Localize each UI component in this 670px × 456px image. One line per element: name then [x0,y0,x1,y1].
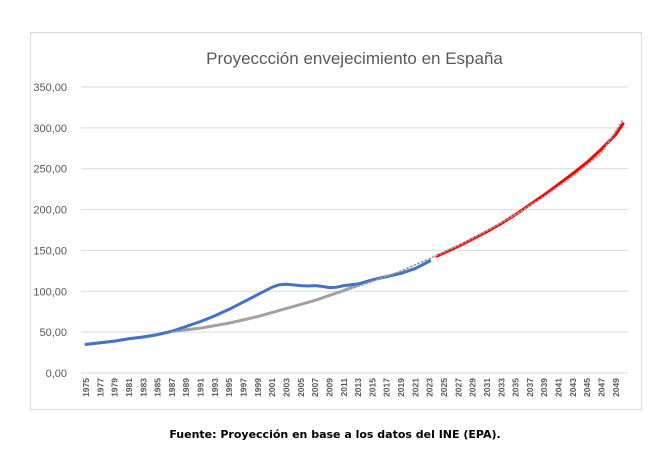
x-tick-label: 2011 [339,378,349,397]
y-tick-label: 200,00 [33,205,67,217]
chart-title: Proyeccción envejecimiento en España [206,49,503,68]
y-tick-label: 50,00 [39,327,67,339]
x-tick-label: 2005 [296,378,306,397]
y-tick-label: 100,00 [33,286,67,298]
x-tick-label: 2003 [281,378,291,397]
x-tick-label: 2049 [611,378,621,397]
x-tick-label: 2027 [453,378,463,397]
x-tick-label: 2039 [539,378,549,397]
x-tick-label: 1985 [153,378,163,397]
x-tick-label: 2001 [267,378,277,397]
x-tick-label: 2015 [367,378,377,397]
x-tick-label: 1975 [81,378,91,397]
series-line [435,122,625,258]
x-tick-label: 2043 [568,378,578,397]
line-chart: Proyeccción envejecimiento en España 0,00… [33,49,628,397]
chart-area: Proyeccción envejecimiento en España 0,00… [30,32,642,410]
y-tick-label: 250,00 [33,164,67,176]
x-tick-label: 1977 [95,378,105,397]
x-tick-label: 2025 [439,378,449,397]
x-tick-label: 2021 [410,378,420,397]
trend-line [171,118,624,333]
x-tick-label: 1993 [210,378,220,397]
x-tick-label: 2013 [353,378,363,397]
x-tick-label: 2031 [482,378,492,397]
x-tick-label: 2045 [582,378,592,397]
x-tick-label: 1989 [181,378,191,397]
source-caption: Fuente: Proyección en base a los datos d… [169,428,501,441]
x-tick-label: 2019 [396,378,406,397]
y-tick-label: 0,00 [46,368,67,380]
x-tick-label: 1979 [110,378,120,397]
x-tick-label: 1997 [239,378,249,397]
x-tick-label: 2033 [496,378,506,397]
x-tick-label: 2023 [425,378,435,397]
x-tick-label: 2035 [511,378,521,397]
x-tick-label: 2017 [382,378,392,397]
x-tick-label: 2041 [554,378,564,397]
x-tick-label: 2029 [468,378,478,397]
x-tick-label: 2047 [597,378,607,397]
x-tick-label: 1991 [196,378,206,397]
x-tick-label: 1981 [124,378,134,397]
x-tick-label: 1987 [167,378,177,397]
series-line [84,259,432,346]
y-tick-label: 150,00 [33,245,67,257]
y-tick-label: 350,00 [33,82,67,94]
x-tick-label: 2009 [324,378,334,397]
x-tick-label: 1983 [138,378,148,397]
x-tick-label: 2037 [525,378,535,397]
x-tick-label: 1995 [224,378,234,397]
y-tick-label: 300,00 [33,123,67,135]
x-tick-label: 2007 [310,378,320,397]
x-tick-label: 1999 [253,378,263,397]
